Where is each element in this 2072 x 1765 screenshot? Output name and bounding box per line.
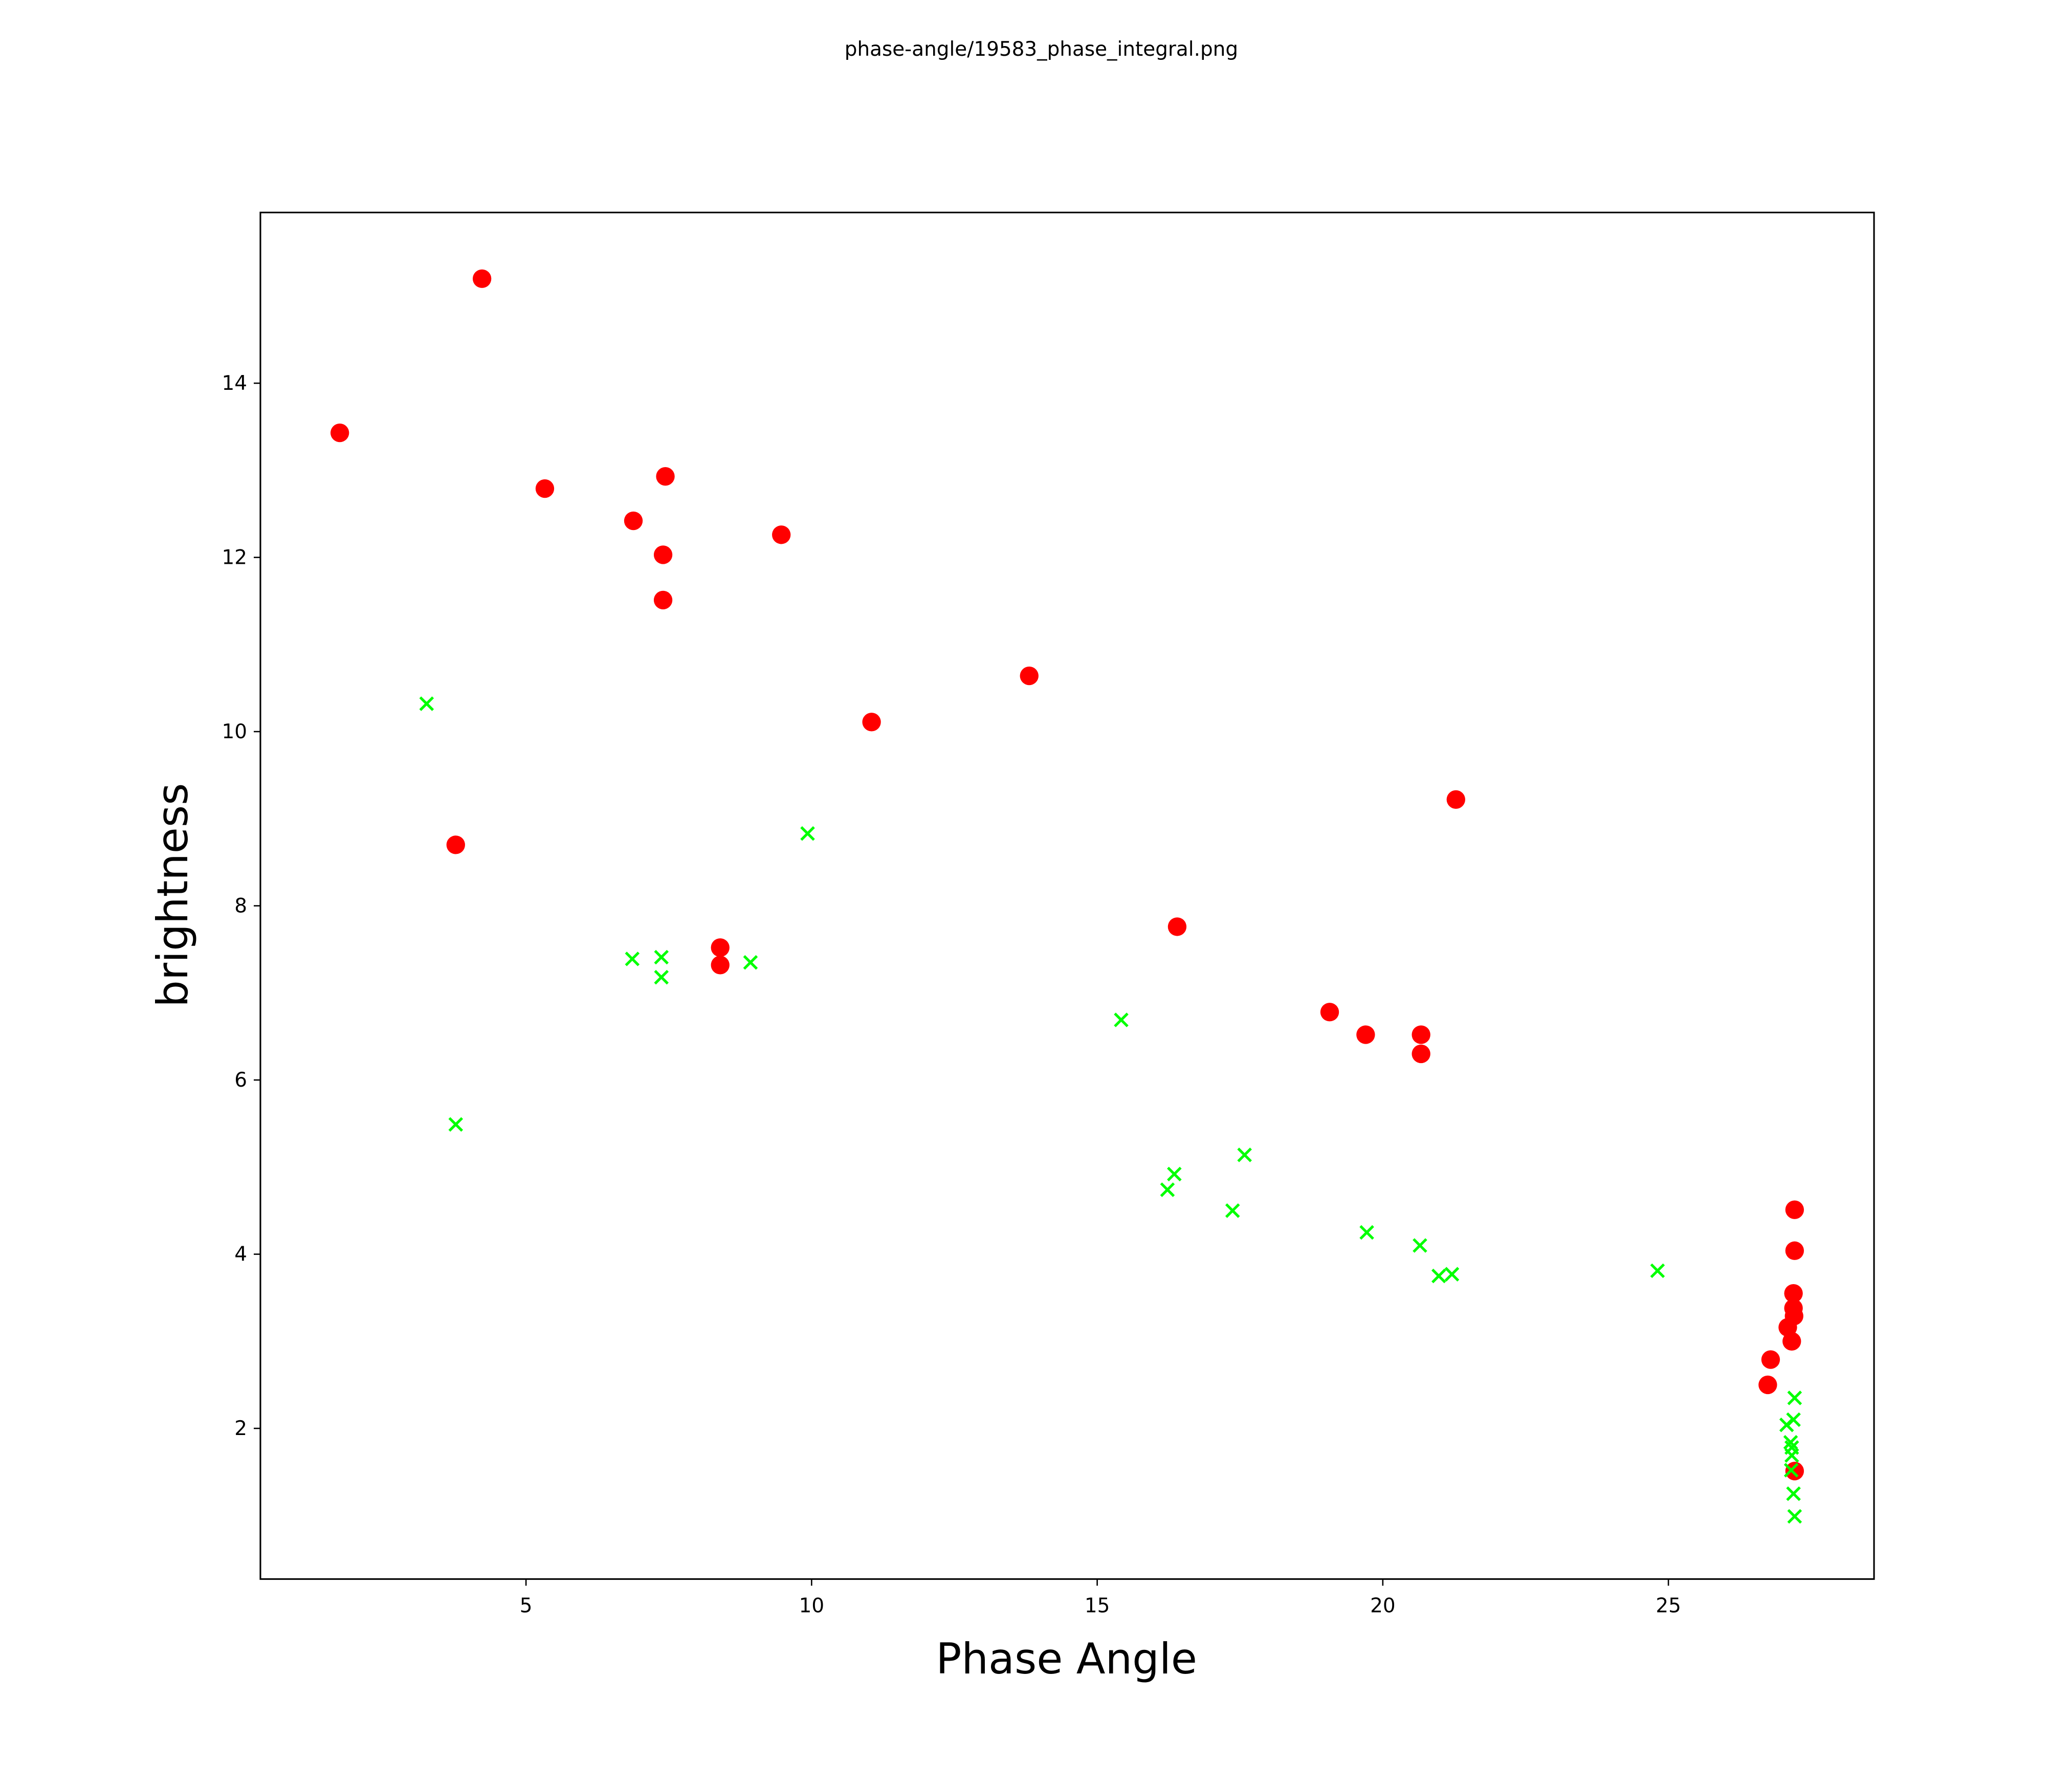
x-axis-label: Phase Angle [936,1634,1197,1684]
green-cross-point [1787,1509,1802,1524]
green-cross-point [1783,1463,1799,1478]
y-tick-label: 8 [234,895,247,918]
green-cross-point [448,1117,464,1132]
red-circle-point [1320,1003,1339,1022]
green-cross-point [1444,1267,1460,1282]
red-circle-point [772,525,791,544]
red-circle-point [1412,1025,1430,1044]
y-tick-label: 6 [234,1069,247,1092]
green-cross-point [654,969,669,985]
green-cross-point [1237,1148,1252,1162]
y-tick-label: 4 [234,1243,247,1266]
red-circle-point [1446,790,1465,809]
red-circle-point [653,590,673,610]
x-tick-label: 15 [1085,1594,1110,1617]
green-cross-point [1114,1012,1129,1027]
red-circle-point [1761,1350,1780,1369]
green-cross-point [654,950,669,965]
y-axis: 2 4 6 8 10 12 14 [222,372,260,1440]
green-cross-point [1787,1391,1802,1405]
green-cross-point [1413,1238,1427,1253]
green-cross-point [1786,1486,1801,1502]
y-tick-label: 10 [222,720,247,743]
y-axis-label: brightness [148,783,197,1007]
green-cross-point [1650,1263,1665,1278]
green-cross-point [1359,1225,1374,1240]
green-cross-point [800,826,815,841]
red-circle-point [1356,1025,1375,1044]
red-circle-point [1782,1332,1801,1351]
green-cross-point [743,955,758,970]
green-cross-point [1431,1268,1446,1284]
red-circle-point [653,545,673,564]
red-circle-point [1785,1241,1804,1260]
green-cross-point [1167,1166,1182,1182]
red-circle-point [1785,1200,1804,1219]
plot-marks [330,269,1804,1524]
red-circle-point [711,956,730,975]
red-circle-point [624,511,643,531]
red-circle-point [472,269,492,288]
red-circle-point [1020,666,1039,686]
red-circle-point [1778,1318,1797,1337]
x-tick-label: 20 [1370,1594,1396,1617]
x-tick-label: 5 [520,1594,533,1617]
green-cross-point [1160,1182,1175,1197]
axes-frame [259,211,1875,1580]
green-cross-point [419,696,434,711]
y-tick-label: 12 [222,546,247,569]
red-circle-point [656,467,675,486]
y-tick-label: 14 [222,372,247,395]
x-tick-label: 10 [799,1594,825,1617]
red-circle-point [1785,1462,1804,1481]
x-axis: 5 10 15 20 25 [520,1579,1681,1617]
red-circle-point [1784,1284,1803,1303]
chart-title: phase-angle/19583_phase_integral.png [845,38,1238,61]
red-circle-point [446,835,465,854]
green-cross-point [1786,1412,1801,1427]
red-circle-point [862,713,881,732]
red-circle-point [535,479,555,498]
x-tick-label: 25 [1656,1594,1681,1617]
green-cross-point [625,952,640,966]
red-circle-point [1412,1044,1430,1064]
green-cross-point [1783,1435,1798,1450]
red-circle-point [1167,917,1187,936]
y-tick-label: 2 [234,1417,247,1440]
red-circle-point [711,938,730,957]
green-cross-point [1225,1203,1240,1218]
green-cross-point [1784,1448,1799,1463]
red-circle-point [330,423,349,443]
red-circle-point [1758,1375,1777,1395]
